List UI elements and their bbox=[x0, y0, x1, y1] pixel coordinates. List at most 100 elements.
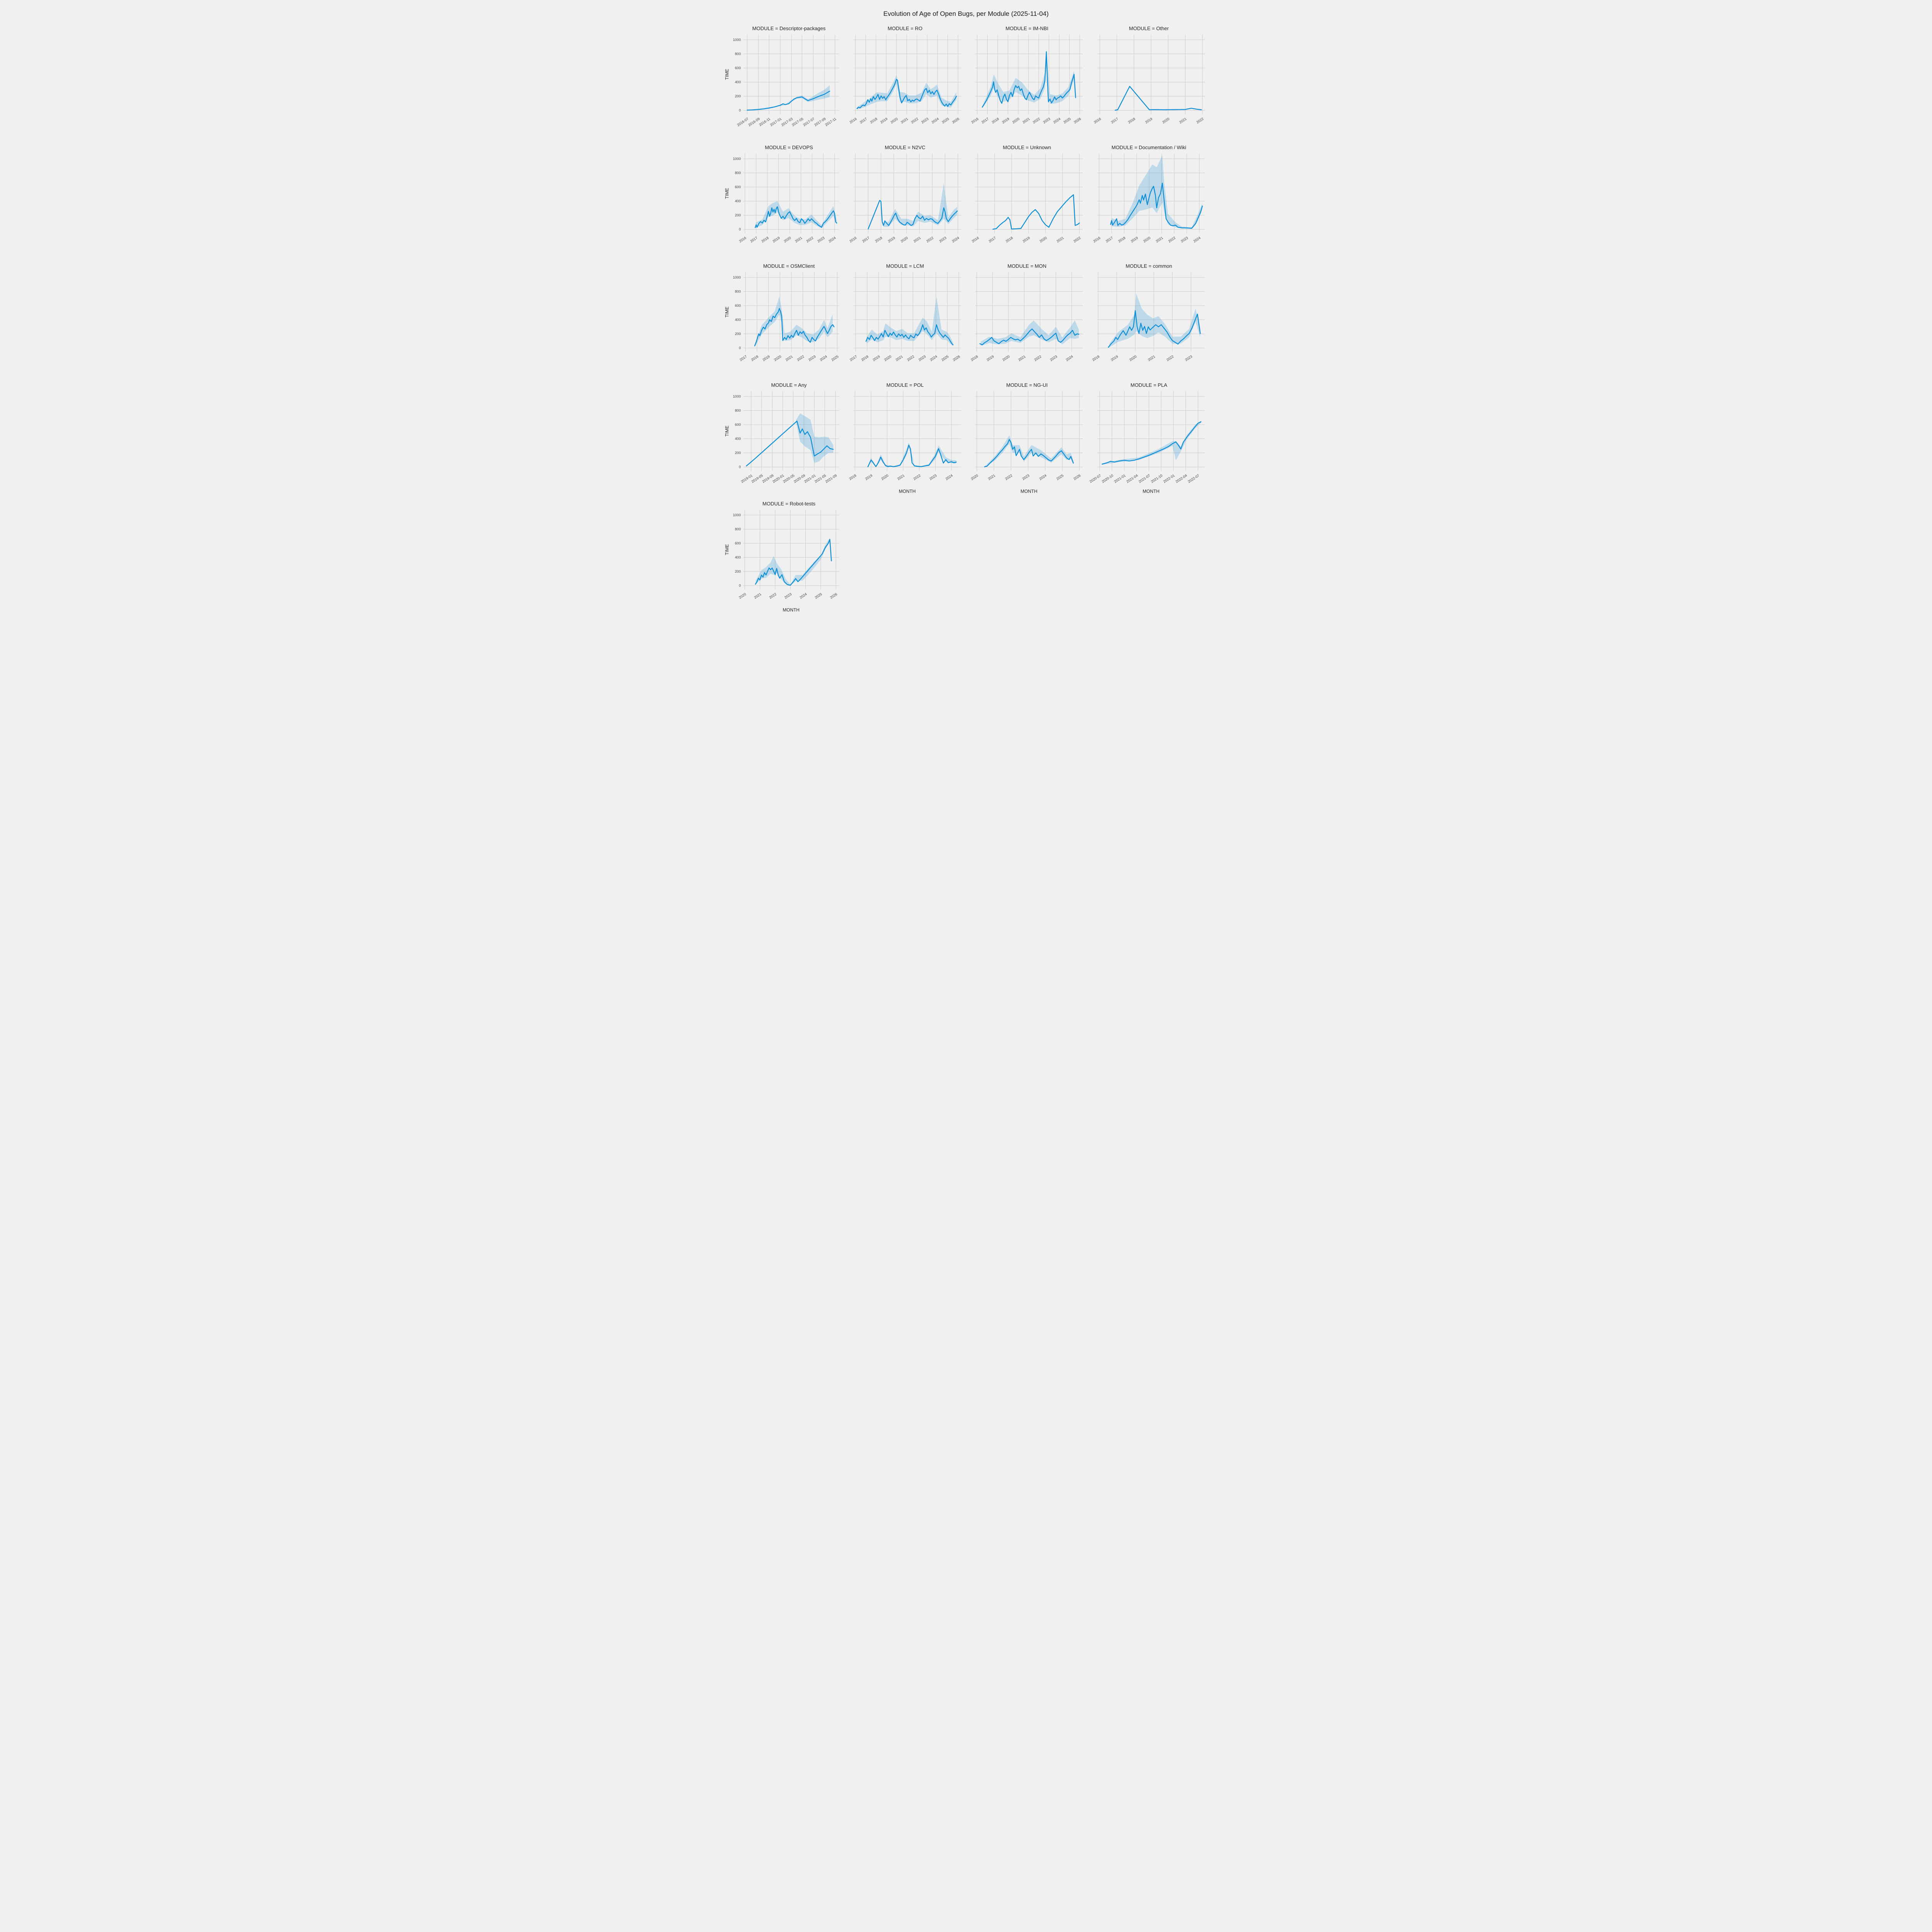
x-tick-label: 2022 bbox=[806, 236, 814, 243]
gridlines bbox=[743, 34, 839, 114]
subplot-title-common: MODULE = common bbox=[1126, 263, 1172, 269]
x-tick-label: 2026 bbox=[1073, 473, 1081, 481]
confidence-band bbox=[1111, 155, 1202, 229]
chart-lcm: 2017 2018 2019 2020 2021 2022 2023 2024 2025 2026 bbox=[849, 272, 961, 362]
x-tick-label: 2017 bbox=[750, 236, 758, 243]
x-tick-label: 2025 bbox=[1056, 473, 1064, 481]
x-tick-label: 2019 bbox=[772, 236, 781, 243]
x-tick-label: 2017-09 bbox=[813, 117, 826, 127]
x-tick-label: 2017-07 bbox=[802, 117, 815, 127]
chart-grid: MODULE = Descriptor-packages 2016-07 2016-… bbox=[724, 26, 1208, 614]
y-axis-label: TIME bbox=[724, 306, 730, 317]
x-tick-label: 2017 bbox=[1105, 236, 1113, 243]
gridlines bbox=[1097, 391, 1205, 471]
x-tick-label: 2016 bbox=[971, 236, 980, 243]
chart-ng-ui: 2020 2021 2022 2023 2024 2025 2026 MONTH bbox=[970, 391, 1083, 494]
chart-documentation-wiki: 2016 2017 2018 2019 2020 2021 2022 2023 2024 bbox=[1092, 153, 1205, 243]
x-tick-label: 2017 bbox=[859, 117, 867, 124]
x-tick-label: 2022 bbox=[1167, 236, 1176, 243]
subplot-robot-tests: MODULE = Robot-tests 2020 2021 2022 2023 2024… bbox=[724, 501, 842, 614]
x-tick-label: 2017 bbox=[849, 355, 857, 362]
x-tick-label: 2016-07 bbox=[736, 117, 749, 127]
x-axis-label: MONTH bbox=[1020, 488, 1037, 494]
x-tick-label: 2025 bbox=[1063, 117, 1071, 124]
series-line bbox=[992, 194, 1080, 230]
chart-ro: 2016 2017 2018 2019 2020 2021 2022 2023 2024 2025… bbox=[849, 34, 961, 124]
x-tick-label: 2016 bbox=[849, 236, 857, 243]
y-tick-label: 400 bbox=[735, 556, 741, 560]
x-tick-label: 2023 bbox=[784, 592, 792, 600]
x-tick-label: 2018 bbox=[970, 355, 979, 362]
series-line bbox=[755, 539, 832, 586]
x-tick-label: 2017 bbox=[1110, 117, 1119, 124]
x-axis-label: MONTH bbox=[783, 607, 799, 613]
chart-other: 2016 2017 2018 2019 2020 2021 2022 bbox=[1093, 34, 1205, 124]
subplot-title-ro: MODULE = RO bbox=[888, 26, 923, 31]
x-tick-label: 2019 bbox=[1144, 117, 1153, 124]
y-tick-label: 600 bbox=[735, 66, 741, 70]
y-tick-label: 0 bbox=[739, 465, 741, 469]
y-tick-label: 400 bbox=[735, 80, 741, 84]
chart-im-nbi: 2016 2017 2018 2019 2020 2021 2022 2023 2024 2025… bbox=[971, 34, 1083, 124]
confidence-band bbox=[755, 296, 833, 347]
x-tick-label: 2021 bbox=[785, 355, 793, 362]
x-tick-label: 2018 bbox=[869, 117, 878, 124]
x-tick-label: 2020 bbox=[783, 236, 792, 243]
x-tick-label: 2018 bbox=[1117, 236, 1126, 243]
x-tick-label: 2016 bbox=[1092, 236, 1101, 243]
x-tick-label: 2017 bbox=[861, 236, 870, 243]
series-line bbox=[1114, 86, 1202, 111]
x-tick-label: 2019 bbox=[879, 117, 888, 124]
x-tick-label: 2018 bbox=[991, 117, 1000, 124]
subplot-title-lcm: MODULE = LCM bbox=[886, 263, 924, 269]
x-tick-label: 2021-07 bbox=[1138, 473, 1151, 484]
subplot-osmclient: MODULE = OSMClient 2017 2018 2019 2020 2021 20… bbox=[724, 263, 842, 377]
x-tick-label: 2022 bbox=[906, 355, 915, 362]
x-tick-label: 2018 bbox=[761, 236, 769, 243]
x-tick-label: 2021 bbox=[896, 473, 905, 481]
series-line bbox=[856, 79, 957, 109]
x-tick-label: 2022 bbox=[1073, 236, 1081, 243]
x-tick-label: 2018 bbox=[860, 355, 869, 362]
x-tick-label: 2021 bbox=[1022, 117, 1030, 124]
y-tick-label: 1000 bbox=[733, 38, 741, 42]
x-tick-label: 2023 bbox=[1184, 355, 1193, 362]
x-tick-label: 2019 bbox=[864, 473, 873, 481]
gridlines bbox=[975, 272, 1083, 352]
x-tick-label: 2020 bbox=[900, 236, 908, 243]
x-tick-label: 2024 bbox=[1192, 236, 1201, 243]
y-tick-label: 200 bbox=[735, 332, 741, 336]
x-tick-label: 2020 bbox=[880, 473, 889, 481]
x-tick-label: 2024 bbox=[929, 355, 937, 362]
x-tick-label: 2016 bbox=[738, 236, 747, 243]
x-tick-label: 2021 bbox=[1147, 355, 1155, 362]
figure-title: Evolution of Age of Open Bugs, per Modul… bbox=[883, 10, 1049, 17]
y-tick-label: 800 bbox=[735, 290, 741, 294]
x-tick-label: 2020 bbox=[889, 117, 898, 124]
x-tick-label: 2019-09 bbox=[762, 473, 774, 484]
confidence-band bbox=[756, 201, 837, 228]
y-tick-label: 600 bbox=[735, 541, 741, 545]
x-tick-label: 2026 bbox=[952, 355, 961, 362]
y-tick-label: 0 bbox=[739, 109, 741, 112]
series-line bbox=[984, 439, 1074, 468]
series-line bbox=[981, 51, 1076, 108]
x-tick-label: 2022 bbox=[1032, 117, 1041, 124]
x-tick-label: 2018 bbox=[874, 236, 883, 243]
x-tick-label: 2025 bbox=[940, 355, 949, 362]
x-tick-label: 2024 bbox=[931, 117, 939, 124]
chart-common: 2018 2019 2020 2021 2022 2023 bbox=[1091, 272, 1205, 362]
x-tick-label: 2025 bbox=[814, 592, 823, 600]
y-tick-label: 800 bbox=[735, 52, 741, 56]
x-axis-label: MONTH bbox=[1143, 488, 1159, 494]
x-tick-label: 2024 bbox=[799, 592, 808, 600]
x-tick-label: 2021 bbox=[1179, 117, 1187, 124]
x-tick-label: 2017-01 bbox=[769, 117, 782, 127]
x-tick-label: 2021 bbox=[1056, 236, 1064, 243]
chart-any: 2019-012019-052019-092020-012020-052020-… bbox=[724, 391, 839, 484]
subplot-title-osmclient: MODULE = OSMClient bbox=[763, 263, 815, 269]
chart-descriptor-packages: 2016-072016-092016-112017-012017-032017-… bbox=[724, 34, 839, 127]
subplot-common: MODULE = common 2018 2019 2020 2021 2022 2023 bbox=[1090, 263, 1208, 377]
subplot-devops: MODULE = DEVOPS 2016 2017 2018 2019 2020 2021 2… bbox=[724, 145, 842, 258]
x-tick-label: 2019 bbox=[1110, 355, 1118, 362]
